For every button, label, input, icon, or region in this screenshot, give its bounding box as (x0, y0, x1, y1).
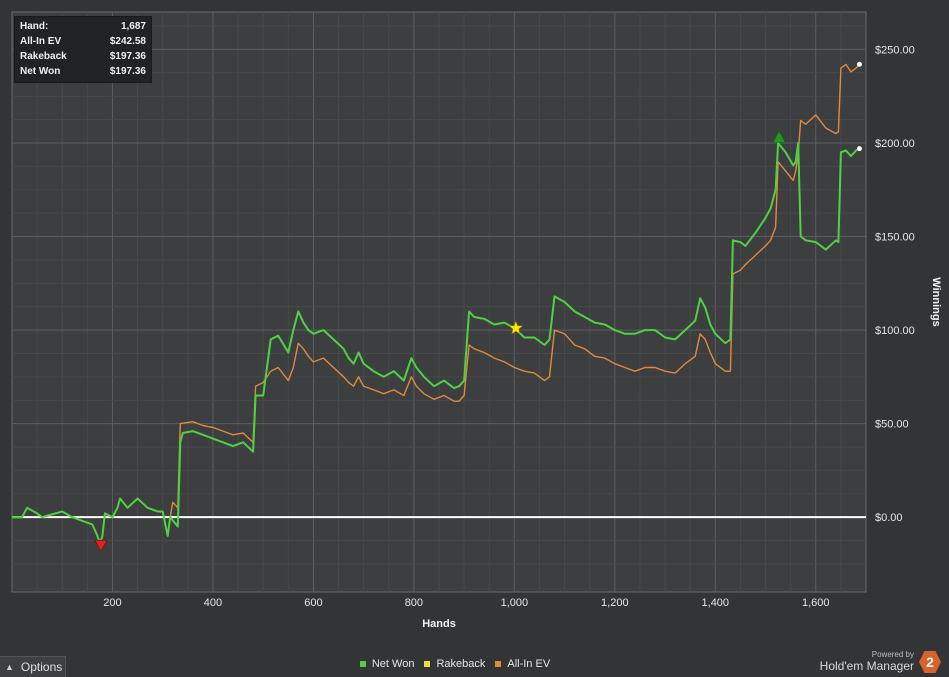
marker-layer (94, 130, 786, 552)
stat-row-net-won: Net Won $197.36 (20, 64, 146, 79)
stat-row-hand: Hand: 1,687 (20, 19, 146, 34)
x-axis-title: Hands (422, 618, 456, 630)
x-tick-label: 1,400 (702, 597, 730, 609)
y-tick-label: $150.00 (875, 232, 915, 244)
stat-value: 1,687 (120, 21, 146, 32)
x-tick-label: 600 (304, 597, 322, 609)
legend-item-net-won[interactable]: Net Won (359, 658, 415, 670)
y-axis-ticks: $0.00 $50.00 $100.00 $150.00 $200.00 $250.00 (875, 44, 915, 524)
x-tick-label: 800 (405, 597, 423, 609)
x-tick-label: 1,600 (802, 597, 830, 609)
options-button[interactable]: ▲ Options (0, 656, 66, 677)
y-tick-label: $0.00 (875, 512, 903, 524)
x-tick-label: 400 (204, 597, 222, 609)
stat-row-rakeback: Rakeback $197.36 (20, 49, 146, 64)
legend-item-all-in-ev[interactable]: All-In EV (495, 658, 550, 670)
stat-row-all-in-ev: All-In EV $242.58 (20, 34, 146, 49)
series-line-net-won (12, 142, 860, 545)
series-end-point (856, 146, 862, 152)
legend-label: Net Won (371, 658, 415, 670)
brand-watermark: Powered by Hold'em Manager 2 (820, 650, 941, 673)
legend-swatch (359, 661, 366, 667)
stat-value: $197.36 (109, 66, 146, 77)
legend-swatch (424, 661, 431, 667)
legend-swatch (495, 661, 502, 667)
stat-value: $197.36 (109, 51, 146, 62)
legend-label: Rakeback (436, 658, 486, 670)
rakeback-star-icon (508, 320, 524, 335)
brand-name: Hold'em Manager (819, 659, 914, 673)
low-point-marker (94, 539, 108, 552)
series-layer (12, 61, 866, 545)
y-tick-label: $50.00 (875, 419, 909, 431)
x-tick-label: 1,000 (501, 597, 529, 609)
stat-label: Net Won (20, 66, 61, 77)
x-axis-ticks: 200 400 600 800 1,000 1,200 1,400 1,600 (103, 597, 829, 609)
high-point-marker (772, 130, 786, 143)
legend-item-rakeback[interactable]: Rakeback (424, 658, 485, 670)
series-end-point (856, 61, 862, 67)
stat-label: Rakeback (20, 51, 67, 62)
y-tick-label: $250.00 (875, 44, 915, 56)
grid (12, 12, 866, 592)
stat-label: Hand: (20, 21, 49, 32)
y-tick-label: $200.00 (875, 138, 915, 150)
legend-label: All-In EV (507, 658, 551, 670)
options-label: Options (20, 660, 63, 674)
chevron-up-icon: ▲ (5, 662, 14, 672)
stat-label: All-In EV (20, 36, 62, 47)
brand-logo-icon: 2 (919, 651, 941, 673)
x-tick-label: 200 (103, 597, 121, 609)
stat-value: $242.58 (109, 36, 146, 47)
stats-tooltip: Hand: 1,687 All-In EV $242.58 Rakeback $… (14, 16, 152, 83)
y-axis-title: Winnings (930, 277, 942, 326)
x-tick-label: 1,200 (601, 597, 629, 609)
chart-legend: Net Won Rakeback All-In EV (0, 658, 910, 670)
powered-by-text: Powered by (871, 650, 914, 659)
y-tick-label: $100.00 (875, 325, 915, 337)
